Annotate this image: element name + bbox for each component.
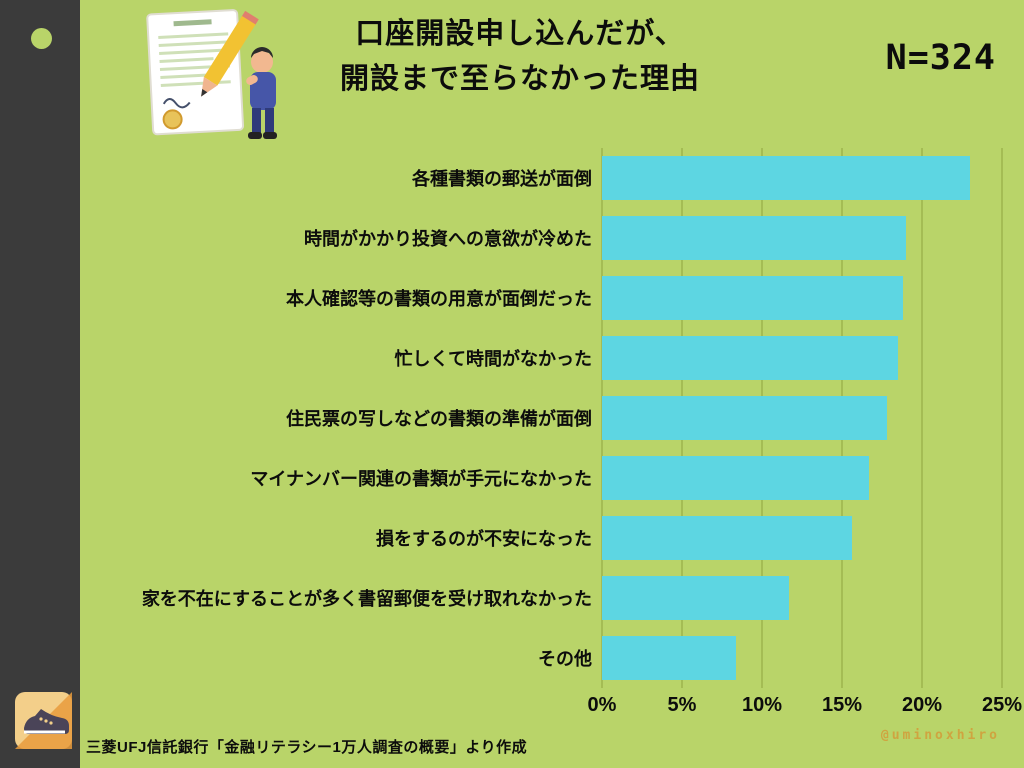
chart-row: 時間がかかり投資への意欲が冷めた <box>0 208 1024 268</box>
category-label: 忙しくて時間がなかった <box>394 349 592 369</box>
gridline <box>921 148 923 688</box>
sample-size-label: N=324 <box>885 38 996 78</box>
page-title-line1: 口座開設申し込んだが、 <box>355 18 685 50</box>
page-title: 口座開設申し込んだが、 開設まで至らなかった理由 <box>300 12 740 102</box>
category-label: 住民票の写しなどの書類の準備が面倒 <box>286 409 592 429</box>
x-axis-ticks: 0% 5% 10% 15% 20% 25% <box>588 688 1022 720</box>
bar <box>602 576 790 620</box>
shoe-logo-icon <box>15 692 72 749</box>
source-note: 三菱UFJ信託銀行「金融リテラシー1万人調査の概要」より作成 <box>86 739 528 756</box>
bar <box>602 456 870 500</box>
gridline <box>1001 148 1003 688</box>
category-label: 時間がかかり投資への意欲が冷めた <box>304 229 592 249</box>
watermark: @uminoxhiro <box>880 728 1000 743</box>
chart-rows: 各種書類の郵送が面倒時間がかかり投資への意欲が冷めた本人確認等の書類の用意が面倒… <box>0 148 1024 688</box>
chart-row: 忙しくて時間がなかった <box>0 328 1024 388</box>
chart-row: 家を不在にすることが多く書留郵便を受け取れなかった <box>0 568 1024 628</box>
category-label: 本人確認等の書類の用意が面倒だった <box>286 289 592 309</box>
x-tick-label: 10% <box>741 694 783 716</box>
bar <box>602 156 970 200</box>
x-tick-label: 25% <box>981 694 1023 716</box>
bar <box>602 276 903 320</box>
bar <box>602 636 737 680</box>
category-label: マイナンバー関連の書類が手元になかった <box>250 469 592 489</box>
page-title-line2: 開設まで至らなかった理由 <box>339 62 700 95</box>
chart-row: その他 <box>0 628 1024 688</box>
bar-chart: 各種書類の郵送が面倒時間がかかり投資への意欲が冷めた本人確認等の書類の用意が面倒… <box>0 148 1024 716</box>
category-label: 損をするのが不安になった <box>376 529 592 549</box>
x-tick-label: 5% <box>667 694 697 716</box>
bar <box>602 336 898 380</box>
chart-row: 本人確認等の書類の用意が面倒だった <box>0 268 1024 328</box>
chart-row: マイナンバー関連の書類が手元になかった <box>0 448 1024 508</box>
x-tick-label: 20% <box>901 694 943 716</box>
category-label: その他 <box>538 649 592 669</box>
bar <box>602 516 852 560</box>
x-tick-label: 15% <box>821 694 863 716</box>
left-sidebar <box>0 0 80 768</box>
chart-row: 住民票の写しなどの書類の準備が面倒 <box>0 388 1024 448</box>
x-tick-label: 0% <box>587 694 617 716</box>
contract-signing-illustration-icon <box>138 4 296 146</box>
bar <box>602 216 906 260</box>
chart-row: 損をするのが不安になった <box>0 508 1024 568</box>
green-dot-icon <box>31 28 52 49</box>
category-label: 各種書類の郵送が面倒 <box>412 169 592 189</box>
chart-row: 各種書類の郵送が面倒 <box>0 148 1024 208</box>
category-label: 家を不在にすることが多く書留郵便を受け取れなかった <box>141 589 592 609</box>
bar <box>602 396 887 440</box>
